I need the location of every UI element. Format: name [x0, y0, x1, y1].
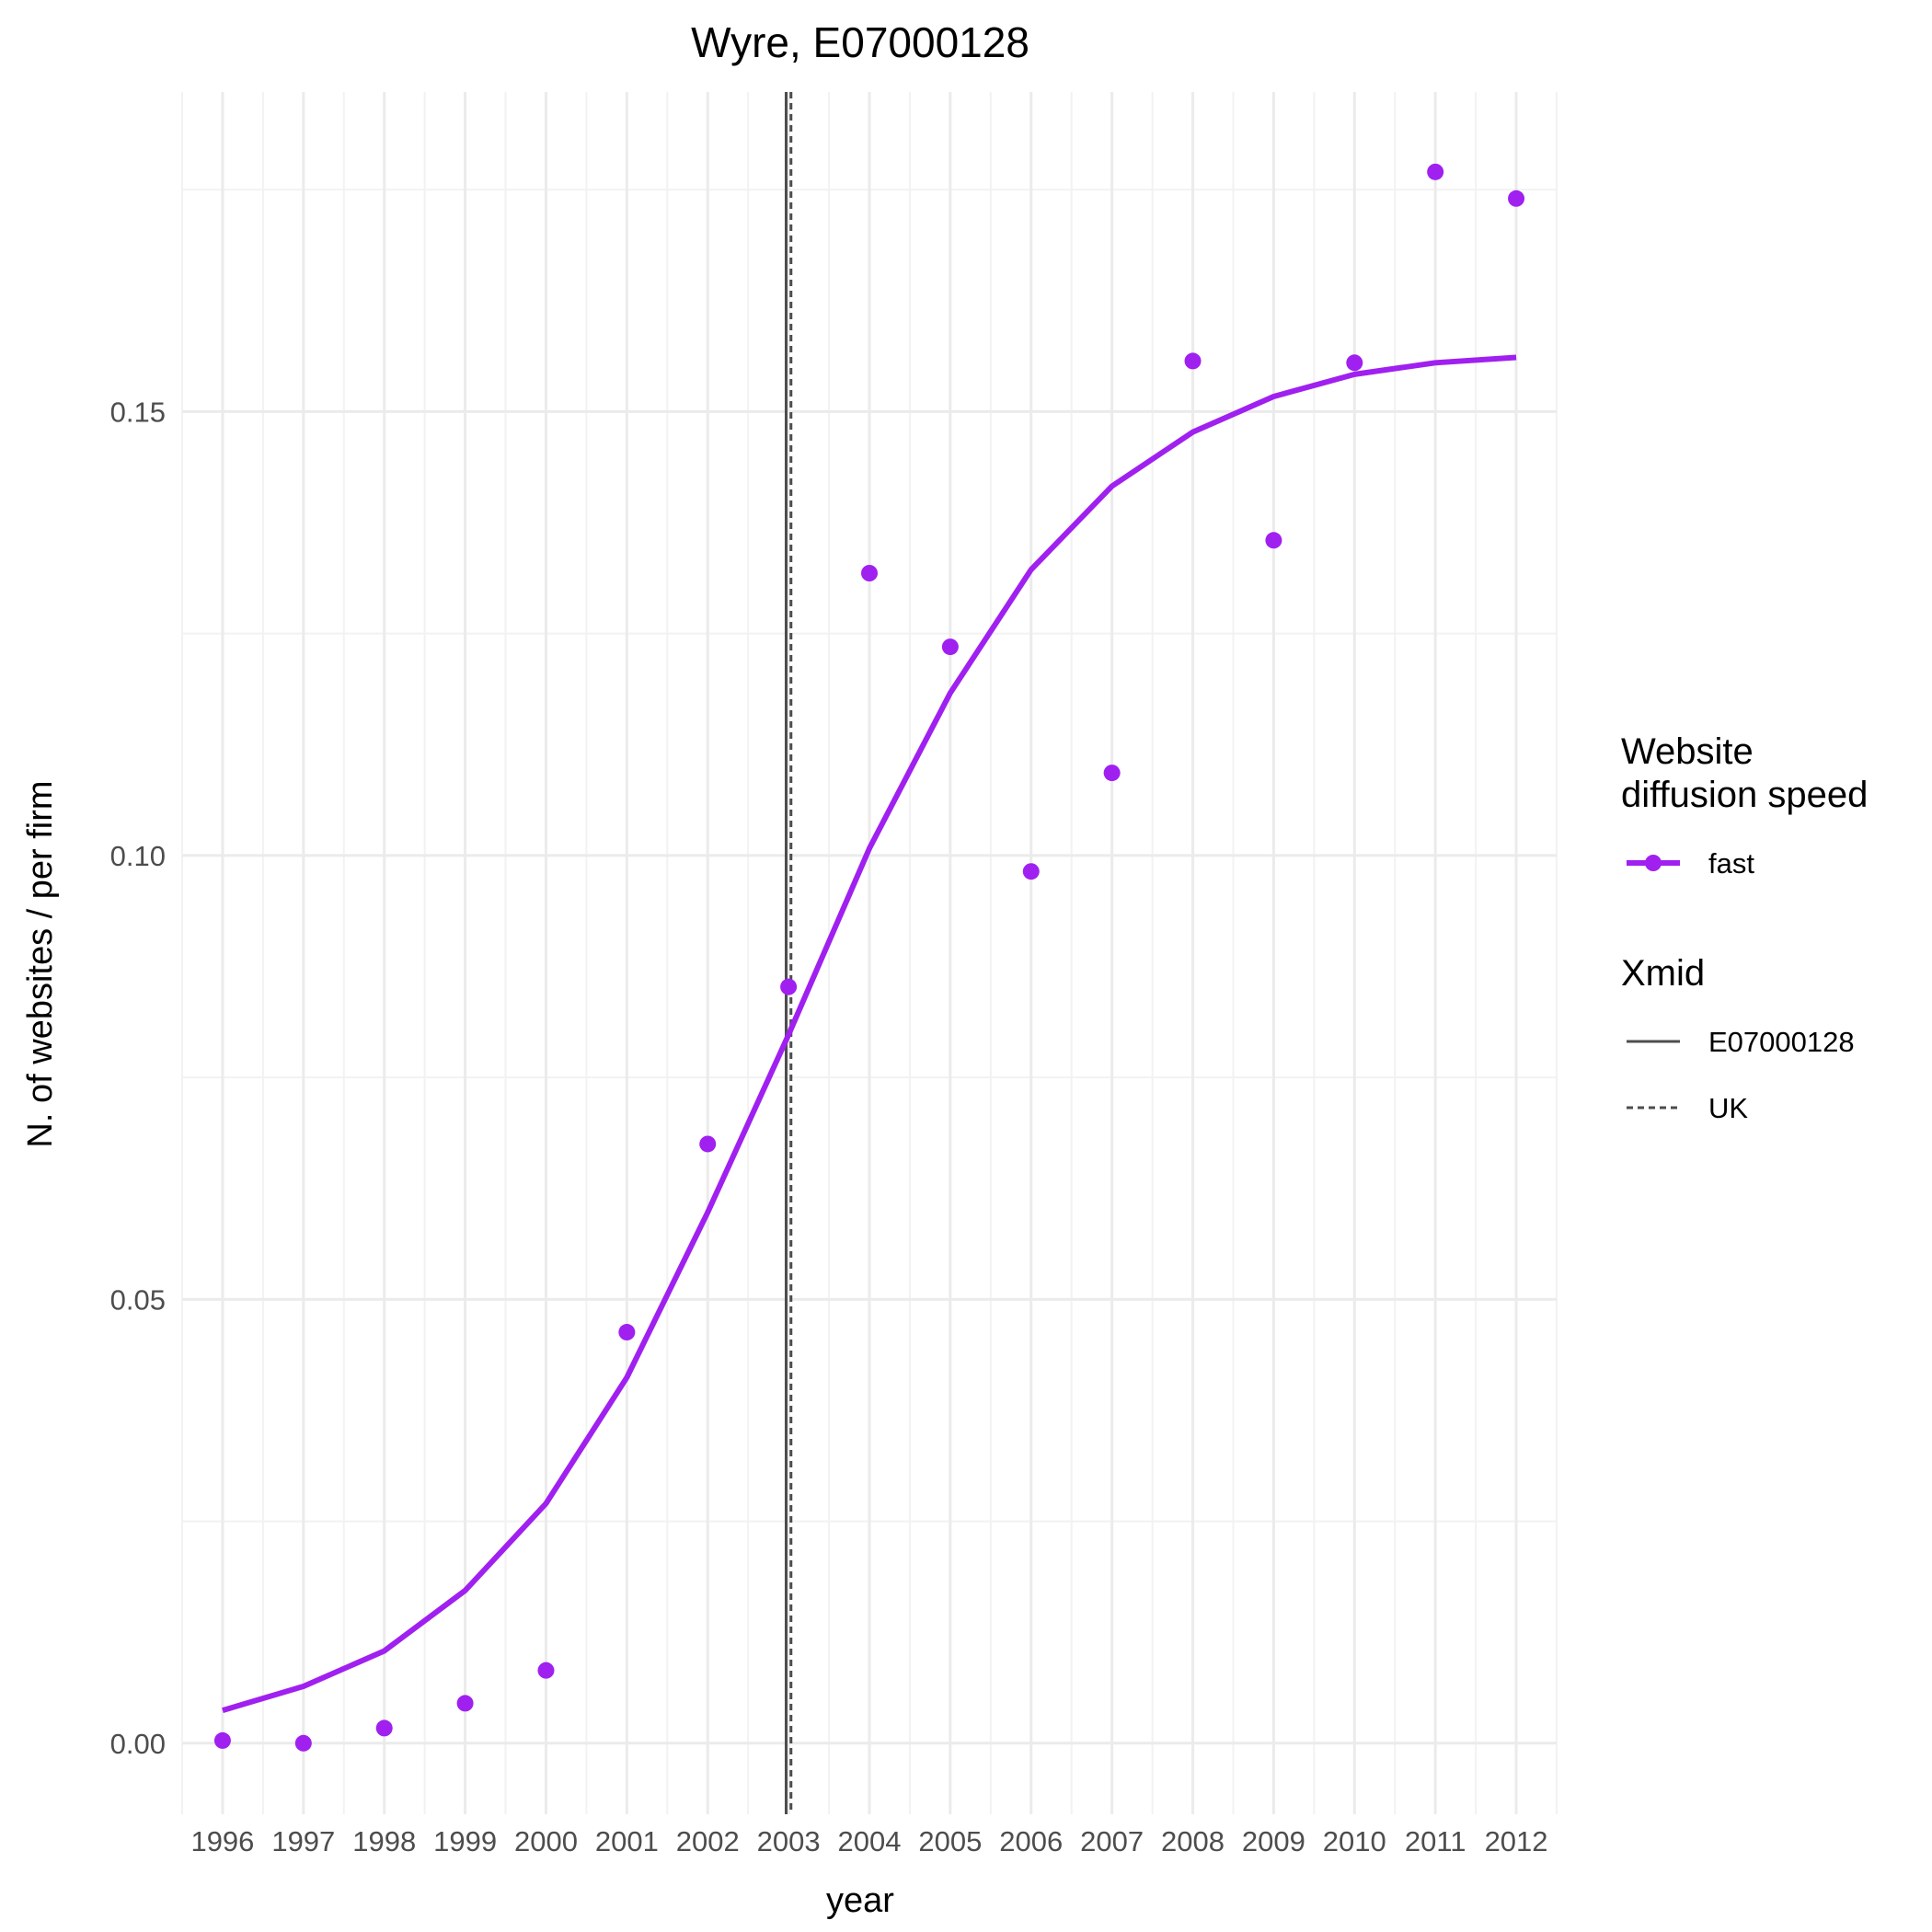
data-point	[1103, 765, 1121, 782]
data-point	[780, 978, 798, 995]
x-tick-label: 2006	[999, 1825, 1063, 1857]
x-tick-label: 2009	[1242, 1825, 1305, 1857]
x-tick-label: 2012	[1485, 1825, 1548, 1857]
data-point	[1427, 163, 1444, 180]
data-point	[699, 1135, 717, 1153]
data-point	[1508, 190, 1525, 207]
data-point	[294, 1734, 312, 1752]
data-point	[375, 1719, 393, 1737]
x-tick-labels: 1996 1997 1998 1999 2000 2001 2002 2003 2004 2005…	[190, 1825, 1547, 1857]
data-point	[1265, 532, 1282, 549]
data-point	[618, 1324, 636, 1341]
x-tick-label: 1997	[271, 1825, 335, 1857]
y-axis-title: N. of websites / per firm	[21, 780, 60, 1147]
legend-title: diffusion speed	[1621, 775, 1868, 815]
legend-label: UK	[1708, 1092, 1748, 1124]
x-axis-title: year	[826, 1881, 894, 1920]
data-point	[941, 638, 959, 656]
data-point	[1184, 352, 1202, 370]
legend-title: Xmid	[1621, 953, 1705, 994]
x-tick-label: 2005	[918, 1825, 982, 1857]
points-group	[213, 163, 1525, 1752]
y-tick-labels: 0.00 0.05 0.10 0.15	[110, 396, 166, 1759]
legend-title: Website	[1621, 731, 1754, 772]
x-tick-label: 2007	[1080, 1825, 1144, 1857]
data-point	[1022, 863, 1040, 880]
fit-line-group	[222, 354, 1517, 1713]
x-tick-label: 2011	[1405, 1825, 1466, 1857]
data-point	[861, 565, 878, 582]
legend-label: E07000128	[1708, 1026, 1855, 1058]
x-tick-label: 1998	[352, 1825, 416, 1857]
legend-label: fast	[1708, 847, 1754, 880]
y-tick-label: 0.05	[110, 1283, 166, 1316]
x-tick-label: 2001	[595, 1825, 659, 1857]
x-tick-label: 2010	[1323, 1825, 1386, 1857]
data-point	[537, 1662, 555, 1679]
data-point	[1346, 354, 1363, 372]
x-tick-label: 1996	[190, 1825, 254, 1857]
x-tick-label: 2002	[676, 1825, 740, 1857]
x-tick-label: 2003	[757, 1825, 821, 1857]
x-tick-label: 2004	[838, 1825, 902, 1857]
y-tick-label: 0.15	[110, 396, 166, 428]
x-tick-label: 1999	[433, 1825, 497, 1857]
y-tick-label: 0.00	[110, 1728, 166, 1760]
grid-major	[182, 92, 1557, 1814]
series-fit-line-fast	[222, 354, 1517, 1713]
data-point	[456, 1695, 474, 1712]
legend-key-point	[1645, 855, 1662, 871]
y-tick-label: 0.10	[110, 840, 166, 872]
xmid-lines	[784, 92, 793, 1814]
data-point	[213, 1731, 231, 1749]
x-tick-label: 2008	[1161, 1825, 1225, 1857]
chart-title: Wyre, E07000128	[691, 18, 1029, 66]
x-tick-label: 2000	[514, 1825, 578, 1857]
